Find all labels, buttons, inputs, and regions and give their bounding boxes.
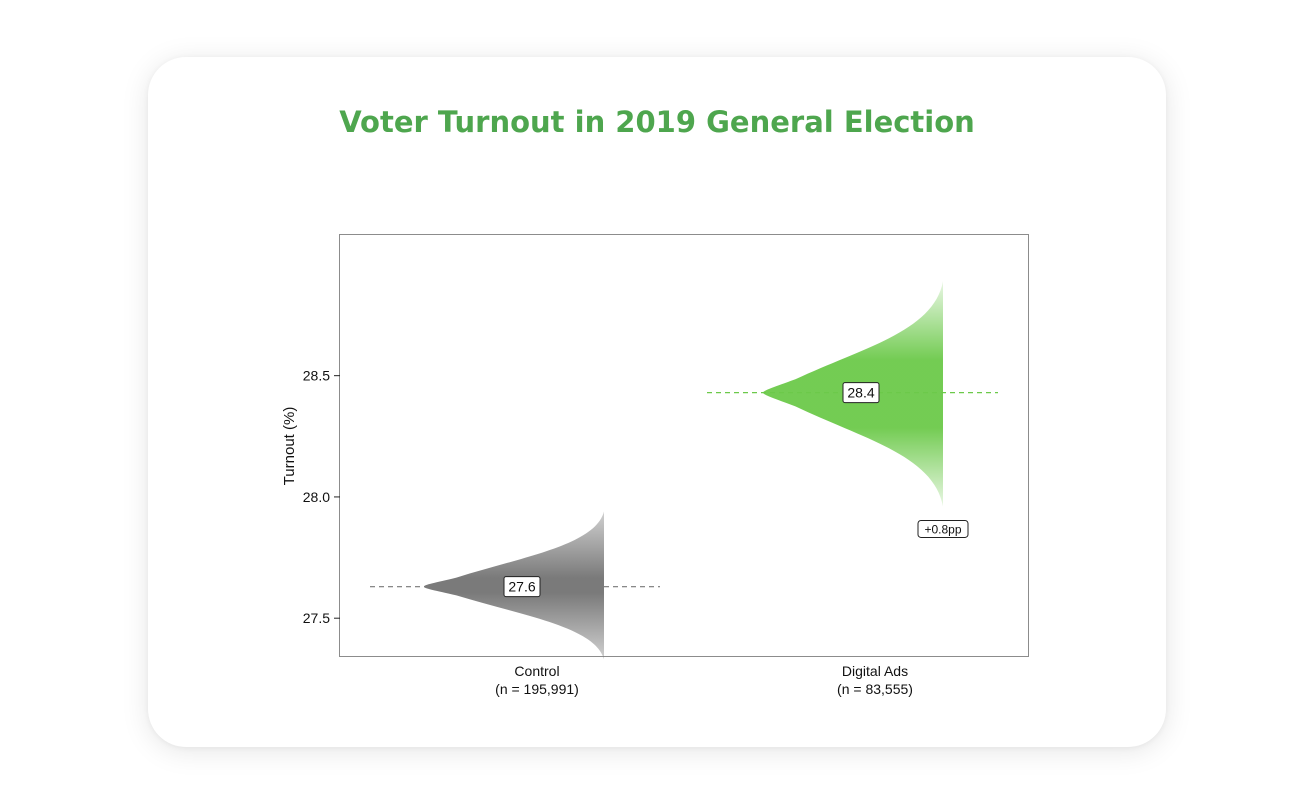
chart-title: Voter Turnout in 2019 General Election — [339, 105, 975, 139]
difference-annotation-box — [917, 519, 969, 538]
mean-label-box — [503, 576, 541, 598]
y-tick-label: 28.0 — [303, 489, 330, 505]
chart-card — [148, 57, 1166, 747]
x-category-label: Control — [514, 663, 559, 679]
x-category-sublabel: (n = 195,991) — [495, 681, 579, 697]
y-tick-label: 28.5 — [303, 368, 330, 384]
difference-annotation: +0.8pp — [924, 522, 961, 536]
mean-value-label: 28.4 — [847, 385, 874, 401]
x-category-sublabel: (n = 83,555) — [837, 681, 913, 697]
y-tick-label: 27.5 — [303, 610, 330, 626]
y-axis-label: Turnout (%) — [281, 407, 298, 486]
mean-value-label: 27.6 — [508, 579, 535, 595]
mean-label-box — [842, 382, 880, 404]
x-category-label: Digital Ads — [842, 663, 908, 679]
plot-frame — [339, 234, 1029, 657]
